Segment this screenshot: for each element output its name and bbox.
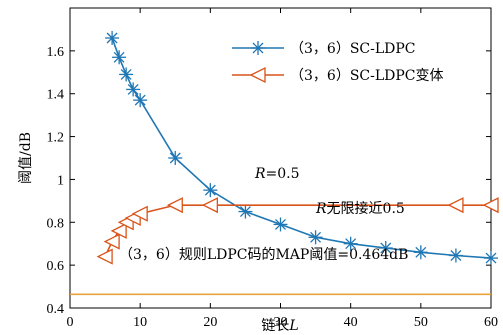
series-0-point-7-stroke-3: [239, 206, 251, 218]
legend-marker-asterisk: [251, 41, 265, 55]
x-axis-label-text: 链长: [261, 318, 289, 334]
series-0-point-4-stroke-3: [134, 94, 146, 106]
series-1-point-9: [482, 197, 499, 214]
series-0-point-5: [168, 151, 183, 165]
map-threshold-label: （3，6）规则LDPC码的MAP阈值=0.464dB: [119, 247, 408, 263]
rate-label-value: =0.5: [266, 166, 300, 182]
series-0-point-10-stroke-3: [345, 238, 357, 250]
rate-label-var: R: [254, 166, 266, 182]
x-axis-label: 链长L: [261, 318, 298, 334]
series-1-point-5: [131, 205, 148, 222]
x-axis-label-var: L: [288, 318, 298, 334]
series-0-point-7: [238, 204, 253, 219]
series-0-point-12-stroke-3: [415, 246, 427, 258]
y-tick-label-5: 1.4: [47, 88, 65, 103]
series-0-point-14-stroke-3: [485, 252, 497, 264]
series-0-point-6: [203, 183, 218, 198]
series-0-point-8-stroke-3: [275, 218, 286, 230]
y-tick-label-3: 1: [57, 173, 64, 188]
y-tick-label-1: 0.6: [47, 259, 65, 274]
series-1-point-6: [166, 197, 183, 214]
series-0-point-2-stroke-3: [120, 68, 132, 80]
series-0-point-6-stroke-3: [204, 184, 216, 196]
series-1-point-1: [103, 233, 120, 250]
y-axis-label: 阈值/dB: [18, 132, 34, 184]
rate-limit-text: 无限接近0.5: [327, 200, 405, 217]
series-0-point-9: [308, 230, 323, 245]
legend-triangle: [249, 66, 266, 84]
series-1-point-0: [96, 248, 113, 265]
series-0-point-10: [343, 236, 358, 251]
legend-label-sc-ldpc-variant: （3，6）SC-LDPC变体: [290, 68, 444, 84]
x-tick-label-2: 20: [203, 315, 217, 330]
series-0-point-9-stroke-3: [310, 231, 322, 243]
series-0-point-4: [133, 93, 148, 108]
x-tick-label-0: 0: [67, 315, 74, 330]
series-1-point-8: [447, 197, 464, 214]
series-0-point-1: [112, 50, 127, 65]
series-0-point-5-stroke-3: [169, 152, 181, 164]
series-0-point-3: [126, 82, 141, 97]
series-layer: [96, 31, 499, 266]
legend-label-sc-ldpc: （3，6）SC-LDPC: [290, 41, 416, 57]
x-tick-label-5: 50: [414, 315, 428, 330]
series-0-point-3-stroke-3: [127, 83, 139, 95]
series-0-point-11-stroke-3: [380, 242, 392, 254]
legend-asterisk: [251, 41, 265, 55]
series-0-point-11: [378, 241, 393, 255]
series-1-point-7: [201, 197, 218, 214]
y-tick-label-2: 0.8: [47, 216, 65, 231]
rate-label: R=0.5: [254, 166, 300, 182]
x-tick-label-4: 40: [344, 315, 358, 330]
legend: （3，6）SC-LDPC （3，6）SC-LDPC变体: [232, 41, 444, 84]
rate-limit-label: R无限接近0.5: [315, 200, 405, 217]
x-tick-label-1: 10: [133, 315, 147, 330]
series-0-point-13: [448, 248, 463, 263]
x-tick-label-3: 30: [274, 315, 288, 330]
legend-marker-triangle: [249, 66, 266, 84]
series-1-point-2: [110, 222, 127, 239]
y-tick-label-4: 1.2: [47, 131, 65, 146]
series-0-point-2: [119, 67, 134, 82]
y-tick-label-0: 0.4: [47, 302, 65, 317]
series-0-point-14: [484, 251, 498, 266]
legend-asterisk-stroke-3: [252, 42, 264, 54]
plot-area: [69, 7, 492, 309]
y-tick-label-6: 1.6: [47, 45, 65, 60]
series-0-point-1-stroke-3: [113, 51, 125, 63]
series-0-point-0: [105, 31, 120, 45]
series-0-point-13-stroke-3: [450, 250, 462, 261]
x-tick-label-6: 60: [484, 315, 498, 330]
series-0-point-0-stroke-3: [106, 32, 118, 44]
rate-limit-var: R: [315, 201, 327, 217]
axis-ticks: 0 10 20 30 40 50 60 0.4 0.6 0.8 1 1.2 1.4 1.6: [47, 8, 498, 330]
series-0-point-8: [273, 217, 288, 232]
series-0-point-12: [413, 245, 428, 260]
